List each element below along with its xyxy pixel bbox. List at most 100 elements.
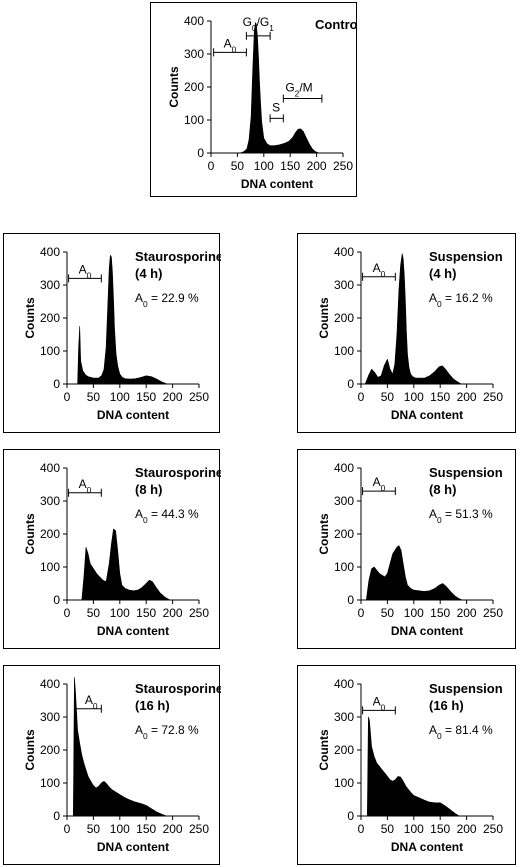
y-tick-label: 200 — [334, 743, 354, 757]
x-tick-label: 100 — [254, 159, 274, 173]
chart-panel-suspension-8h: 0 50 100 150 200 250 0 100 200 300 400 DNA content C… — [297, 449, 516, 649]
y-tick-label: 100 — [184, 113, 204, 127]
y-tick-label: 200 — [40, 311, 60, 325]
gate-label: G0/G1 — [243, 15, 275, 33]
gate-label: A0 — [373, 694, 386, 712]
x-tick-label: 150 — [136, 606, 156, 620]
x-tick-label: 150 — [430, 390, 450, 404]
chart-control: 0 50 100 150 200 250 0 100 200 300 400 DNA content C… — [167, 14, 358, 191]
a0-percentage: A0 = 51.3 % — [429, 507, 493, 525]
y-axis-title: Counts — [23, 513, 37, 555]
y-axis-title: Counts — [23, 297, 37, 339]
y-tick-label: 200 — [40, 527, 60, 541]
y-tick-label: 300 — [334, 494, 354, 508]
panel-title-line: Suspension — [429, 465, 503, 480]
panel-title-line: (8 h) — [429, 482, 456, 497]
y-tick-label: 100 — [334, 560, 354, 574]
y-axis-title: Counts — [167, 66, 181, 108]
y-tick-label: 0 — [197, 146, 204, 160]
x-tick-label: 250 — [483, 390, 503, 404]
x-axis-title: DNA content — [241, 177, 313, 191]
x-tick-label: 0 — [358, 822, 365, 836]
gate-label: A0 — [79, 477, 92, 495]
x-axis-title: DNA content — [97, 624, 169, 638]
histogram-area — [81, 528, 171, 601]
x-tick-label: 50 — [87, 822, 101, 836]
panel-title-line: (4 h) — [135, 266, 162, 281]
y-tick-label: 300 — [40, 278, 60, 292]
x-tick-label: 50 — [231, 159, 245, 173]
y-tick-label: 300 — [334, 710, 354, 724]
a0-percentage: A0 = 72.8 % — [135, 723, 199, 741]
y-tick-label: 300 — [184, 47, 204, 61]
x-axis-title: DNA content — [97, 408, 169, 422]
y-tick-label: 200 — [334, 527, 354, 541]
y-tick-label: 0 — [347, 377, 354, 391]
histogram-area — [239, 22, 320, 154]
chart-suspension-16h: 0 50 100 150 200 250 0 100 200 300 400 DNA content C… — [317, 677, 503, 854]
chart-suspension-8h: 0 50 100 150 200 250 0 100 200 300 400 DNA content C… — [317, 461, 503, 638]
chart-panel-staurosporine-8h: 0 50 100 150 200 250 0 100 200 300 400 DNA content C… — [3, 449, 221, 649]
gate-label: A0 — [85, 693, 98, 711]
panel-title-line: Control — [315, 17, 358, 32]
x-tick-label: 100 — [110, 390, 130, 404]
y-tick-label: 400 — [184, 14, 204, 28]
gate-label: S — [272, 100, 280, 114]
gate-label: A0 — [224, 36, 237, 54]
y-tick-label: 0 — [53, 593, 60, 607]
x-tick-label: 250 — [189, 606, 209, 620]
x-tick-label: 150 — [136, 822, 156, 836]
y-tick-label: 100 — [334, 776, 354, 790]
x-tick-label: 50 — [381, 606, 395, 620]
x-tick-label: 150 — [136, 390, 156, 404]
x-tick-label: 0 — [208, 159, 215, 173]
x-axis-title: DNA content — [391, 840, 463, 854]
y-tick-label: 400 — [40, 461, 60, 475]
x-tick-label: 0 — [358, 606, 365, 620]
y-axis-title: Counts — [317, 513, 331, 555]
chart-panel-staurosporine-16h: 0 50 100 150 200 250 0 100 200 300 400 DNA content C… — [3, 665, 221, 865]
x-axis-title: DNA content — [97, 840, 169, 854]
y-tick-label: 200 — [40, 743, 60, 757]
y-tick-label: 400 — [334, 677, 354, 691]
x-tick-label: 200 — [457, 822, 477, 836]
y-axis-title: Counts — [317, 297, 331, 339]
x-tick-label: 100 — [404, 822, 424, 836]
x-tick-label: 200 — [163, 606, 183, 620]
y-tick-label: 100 — [334, 344, 354, 358]
y-tick-label: 300 — [40, 710, 60, 724]
x-tick-label: 250 — [483, 606, 503, 620]
y-tick-label: 0 — [347, 593, 354, 607]
x-tick-label: 0 — [64, 606, 71, 620]
x-tick-label: 150 — [430, 822, 450, 836]
chart-staurosporine-16h: 0 50 100 150 200 250 0 100 200 300 400 DNA content C… — [23, 677, 221, 854]
a0-percentage: A0 = 22.9 % — [135, 291, 199, 309]
chart-panel-suspension-4h: 0 50 100 150 200 250 0 100 200 300 400 DNA content C… — [297, 233, 516, 433]
histogram-area — [77, 255, 168, 385]
y-tick-label: 300 — [334, 278, 354, 292]
gate-label: A0 — [373, 261, 386, 279]
y-tick-label: 400 — [40, 245, 60, 259]
x-axis-title: DNA content — [391, 408, 463, 422]
chart-panel-suspension-16h: 0 50 100 150 200 250 0 100 200 300 400 DNA content C… — [297, 665, 516, 865]
x-tick-label: 50 — [87, 606, 101, 620]
histogram-area — [73, 677, 167, 817]
x-tick-label: 150 — [280, 159, 300, 173]
y-tick-label: 100 — [40, 776, 60, 790]
chart-panel-control: 0 50 100 150 200 250 0 100 200 300 400 DNA content C… — [150, 2, 358, 197]
panel-title-line: Suspension — [429, 249, 503, 264]
panel-title-line: (16 h) — [429, 698, 464, 713]
chart-staurosporine-8h: 0 50 100 150 200 250 0 100 200 300 400 DNA content C… — [23, 461, 221, 638]
gate-label: G2/M — [285, 81, 312, 99]
y-axis-title: Counts — [317, 729, 331, 771]
y-tick-label: 0 — [53, 377, 60, 391]
panel-title-line: (4 h) — [429, 266, 456, 281]
chart-staurosporine-4h: 0 50 100 150 200 250 0 100 200 300 400 DNA content C… — [23, 245, 221, 422]
y-tick-label: 400 — [334, 245, 354, 259]
histogram-area — [365, 545, 463, 601]
histogram-area — [364, 253, 462, 385]
y-tick-label: 100 — [40, 344, 60, 358]
x-tick-label: 200 — [163, 390, 183, 404]
y-tick-label: 200 — [184, 80, 204, 94]
x-tick-label: 100 — [110, 822, 130, 836]
